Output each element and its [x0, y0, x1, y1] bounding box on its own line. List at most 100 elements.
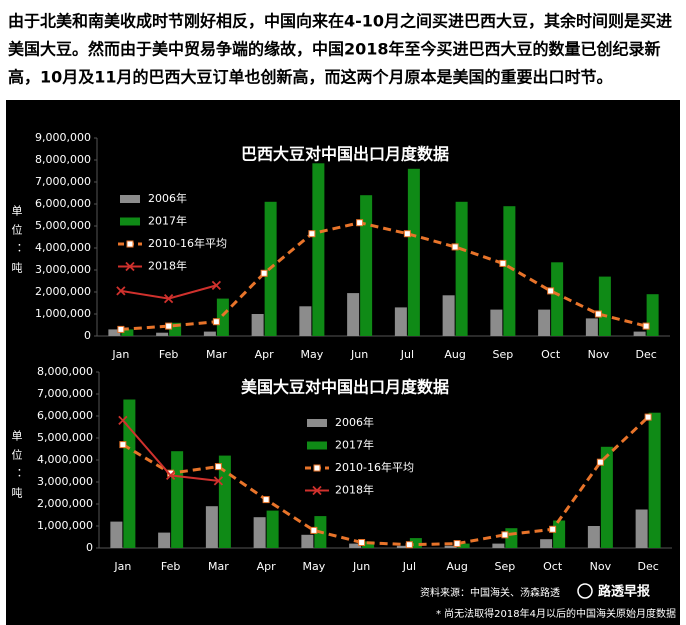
bar — [110, 521, 123, 548]
line-marker — [262, 496, 270, 504]
line-marker — [211, 280, 222, 291]
legend-label: 2017年 — [148, 214, 187, 228]
bar — [299, 306, 312, 336]
legend-swatch — [120, 217, 140, 226]
bar — [312, 163, 325, 336]
legend-label: 2010-16年平均 — [148, 236, 227, 250]
x-tick-label: Feb — [159, 348, 178, 361]
x-tick-label: Nov — [588, 348, 610, 361]
bar — [648, 412, 661, 548]
bar — [394, 307, 407, 336]
x-tick-label: Jul — [400, 348, 414, 361]
line-marker — [165, 322, 173, 330]
line-marker — [642, 322, 650, 330]
y-tick-label: 1,000,000 — [37, 519, 93, 532]
bar — [349, 543, 362, 548]
line-marker — [596, 458, 604, 466]
legend-label: 2006年 — [335, 415, 374, 429]
x-tick-label: Mar — [206, 348, 227, 361]
bar — [203, 331, 216, 336]
y-tick-label: 6,000,000 — [37, 409, 93, 422]
bar — [362, 541, 375, 548]
line-marker — [214, 463, 222, 471]
line-marker — [356, 219, 364, 227]
x-tick-label: Jul — [402, 560, 416, 573]
y-tick-label: 1,000,000 — [35, 307, 91, 320]
line-marker — [308, 230, 316, 238]
y-tick-label: 7,000,000 — [35, 175, 91, 188]
bar — [251, 314, 264, 336]
chart-panel — [6, 100, 680, 625]
line-marker — [116, 286, 126, 296]
bar — [635, 509, 648, 548]
bar — [540, 539, 553, 548]
line-marker — [453, 540, 461, 548]
line-marker — [549, 525, 557, 533]
brand: 路透早报 — [598, 584, 651, 600]
x-tick-label: Apr — [255, 348, 275, 361]
line-marker — [594, 310, 602, 318]
bar — [156, 332, 169, 336]
bar — [218, 455, 231, 548]
bar — [253, 517, 266, 548]
y-tick-label: 4,000,000 — [35, 241, 91, 254]
brand-icon — [577, 583, 593, 599]
bar — [442, 295, 455, 336]
bar — [396, 545, 409, 548]
footnote: * 尚无法取得2018年4月以后的中国海关原始月度数据 — [436, 607, 676, 620]
y-tick-label: 8,000,000 — [37, 365, 93, 378]
bar — [444, 545, 457, 548]
line-marker — [119, 441, 127, 449]
series-line — [122, 416, 650, 547]
line-marker — [358, 539, 366, 546]
line-marker — [451, 243, 459, 251]
bar — [585, 318, 598, 336]
y-tick-label: 0 — [86, 541, 93, 554]
bar — [266, 510, 279, 548]
bar — [492, 543, 505, 548]
x-tick-label: Jun — [352, 560, 370, 573]
legend-label: 2006年 — [148, 191, 187, 205]
x-tick-label: Oct — [541, 348, 561, 361]
bar — [216, 298, 229, 336]
line-marker — [118, 415, 128, 426]
bar — [123, 399, 136, 548]
line-marker — [163, 293, 174, 304]
chart-title: 美国大豆对中国出口月度数据 — [241, 378, 449, 397]
line-marker — [310, 526, 318, 534]
bar — [538, 309, 551, 336]
bar — [158, 532, 171, 548]
legend-label: 2010-16年平均 — [335, 460, 414, 474]
x-tick-label: Jun — [350, 348, 368, 361]
bar — [600, 446, 613, 548]
y-tick-label: 5,000,000 — [37, 431, 93, 444]
legend-marker — [312, 485, 322, 496]
x-tick-label: Aug — [446, 560, 467, 573]
bar — [503, 206, 516, 336]
line-marker — [499, 259, 507, 267]
bar — [457, 543, 470, 548]
x-tick-label: Apr — [257, 560, 277, 573]
bar — [301, 534, 314, 548]
y-tick-label: 9,000,000 — [35, 131, 91, 144]
bar — [490, 309, 503, 336]
bar — [633, 331, 646, 336]
bar — [121, 329, 134, 336]
y-tick-label: 4,000,000 — [37, 453, 93, 466]
line-marker — [165, 470, 176, 481]
legend-label: 2018年 — [335, 483, 374, 497]
bar — [409, 538, 422, 548]
y-tick-label: 2,000,000 — [35, 285, 91, 298]
bar — [455, 201, 468, 336]
x-tick-label: Mar — [208, 560, 229, 573]
x-tick-label: Dec — [635, 348, 656, 361]
legend-label: 2017年 — [335, 438, 374, 452]
y-tick-label: 5,000,000 — [35, 219, 91, 232]
y-tick-label: 3,000,000 — [37, 475, 93, 488]
line-marker — [644, 413, 652, 421]
bar — [646, 294, 659, 336]
line-marker — [212, 318, 220, 326]
x-tick-label: Dec — [637, 560, 658, 573]
y-tick-label: 0 — [84, 329, 91, 342]
y-tick-label: 3,000,000 — [35, 263, 91, 276]
